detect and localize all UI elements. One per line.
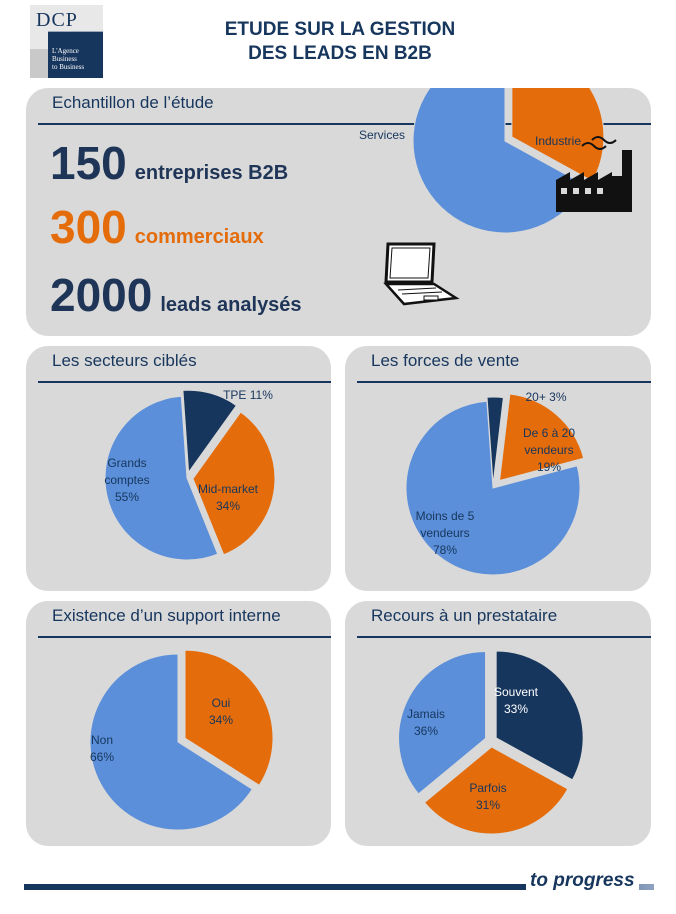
pie-slice-souvent (495, 650, 584, 781)
stat-number: 300 (50, 201, 127, 253)
pie-slice-industrie (511, 88, 605, 182)
data-label-oui: Oui 34% (209, 696, 233, 727)
stat-label: commerciaux (134, 226, 264, 248)
logo-tagline-line: Business (52, 55, 77, 63)
panel-title: Echantillon de l’étude (52, 93, 214, 112)
logo-divider (48, 31, 103, 32)
logo-navy-block (48, 31, 103, 78)
sectors-panel: Les secteurs ciblés TPE 11% Mid-market 34%… (26, 346, 331, 591)
data-label-services: Services (359, 128, 405, 142)
panel-divider (38, 636, 331, 638)
data-label-20-: 20+ 3% (525, 390, 566, 404)
support-pie: Oui 34% Non 66% (89, 649, 274, 831)
laptop-icon (383, 242, 460, 306)
pie-slice-mid-market (192, 411, 276, 556)
provider-panel: Recours à un prestataire Souvent 33% Parfo… (345, 601, 651, 846)
panel-divider (38, 123, 651, 125)
dcp-logo: DCP L'Agence Business to Business (30, 5, 103, 78)
footer-slogan: to progress (526, 870, 639, 892)
pie-slice-grands-comptes (104, 395, 219, 561)
stat-number: 2000 (50, 269, 153, 321)
data-label-jamais: Jamais 36% (407, 707, 445, 738)
logo-tagline: L'Agence Business to Business (52, 47, 84, 71)
sample-pie: Industrie Services (359, 88, 605, 234)
data-label-industrie: Industrie (535, 134, 581, 148)
stat-salespeople: 300 commerciaux (50, 200, 264, 254)
logo-tagline-line: L'Agence (52, 47, 79, 55)
pie-slice-services (412, 88, 587, 234)
pie-slice-tpe (182, 389, 238, 474)
stat-label: leads analysés (160, 294, 302, 316)
data-label-tpe: TPE 11% (223, 388, 273, 402)
stat-label: entreprises B2B (134, 162, 289, 184)
factory-icon (556, 136, 632, 212)
sales-force-panel: Les forces de vente 20+ 3% De 6 à 20 vende… (345, 346, 651, 591)
stat-companies: 150 entreprises B2B (50, 136, 288, 190)
data-label-grands-comptes: Grands comptes 55% (104, 456, 149, 504)
panel-title: Existence d’un support interne (52, 606, 281, 625)
sample-pie-chart: Industrie Services (359, 88, 632, 306)
pie-slice-moins-de-5-vendeurs (405, 400, 581, 576)
pie-slice-parfois (423, 746, 569, 835)
panel-title: Les forces de vente (371, 351, 520, 370)
panel-divider (357, 636, 651, 638)
panel-divider (357, 381, 651, 383)
panel-title: Recours à un prestataire (371, 606, 558, 625)
page-title: ETUDE SUR LA GESTION DES LEADS EN B2B (190, 18, 490, 66)
sample-panel: Echantillon de l’étude 150 entreprises B2… (26, 88, 651, 336)
pie-slice-jamais (398, 650, 487, 795)
sales-force-pie-chart: 20+ 3% De 6 à 20 vendeurs 19% Moins de 5 vend… (405, 390, 585, 576)
data-label-souvent: Souvent 33% (494, 685, 539, 716)
logo-grey-block (30, 49, 48, 78)
stat-leads: 2000 leads analysés (50, 268, 302, 322)
logo-tagline-line: to Business (52, 63, 85, 71)
sectors-pie: TPE 11% Mid-market 34% Grands comptes 55% (104, 388, 276, 561)
stat-number: 150 (50, 137, 127, 189)
pie-slice-de-6-20-vendeurs (498, 393, 585, 482)
pie-slice-non (89, 653, 253, 831)
support-panel: Existence d’un support interne Oui 34% Non… (26, 601, 331, 846)
data-label-parfois: Parfois 31% (469, 781, 506, 812)
provider-pie: Souvent 33% Parfois 31% Jamais 36% (398, 650, 584, 835)
page-title-line2: DES LEADS EN B2B (248, 43, 432, 64)
provider-pie-chart: Souvent 33% Parfois 31% Jamais 36% (398, 650, 584, 835)
logo-brand: DCP (36, 9, 78, 31)
panel-divider (38, 381, 331, 383)
footer-bar (24, 884, 524, 890)
data-label-non: Non 66% (90, 733, 114, 764)
data-label-moins-de-5-vendeurs: Moins de 5 vendeurs 78% (416, 509, 475, 557)
panel-title: Les secteurs ciblés (52, 351, 197, 370)
sectors-pie-chart: TPE 11% Mid-market 34% Grands comptes 55% (104, 388, 276, 561)
page-title-line1: ETUDE SUR LA GESTION (224, 19, 456, 40)
data-label-de-6-20-vendeurs: De 6 à 20 vendeurs 19% (523, 426, 575, 474)
sales-force-pie: 20+ 3% De 6 à 20 vendeurs 19% Moins de 5 vend… (405, 390, 585, 576)
pie-slice-20- (486, 396, 504, 485)
data-label-mid-market: Mid-market 34% (198, 482, 259, 513)
pie-slice-oui (184, 649, 274, 786)
support-pie-chart: Oui 34% Non 66% (89, 649, 274, 831)
